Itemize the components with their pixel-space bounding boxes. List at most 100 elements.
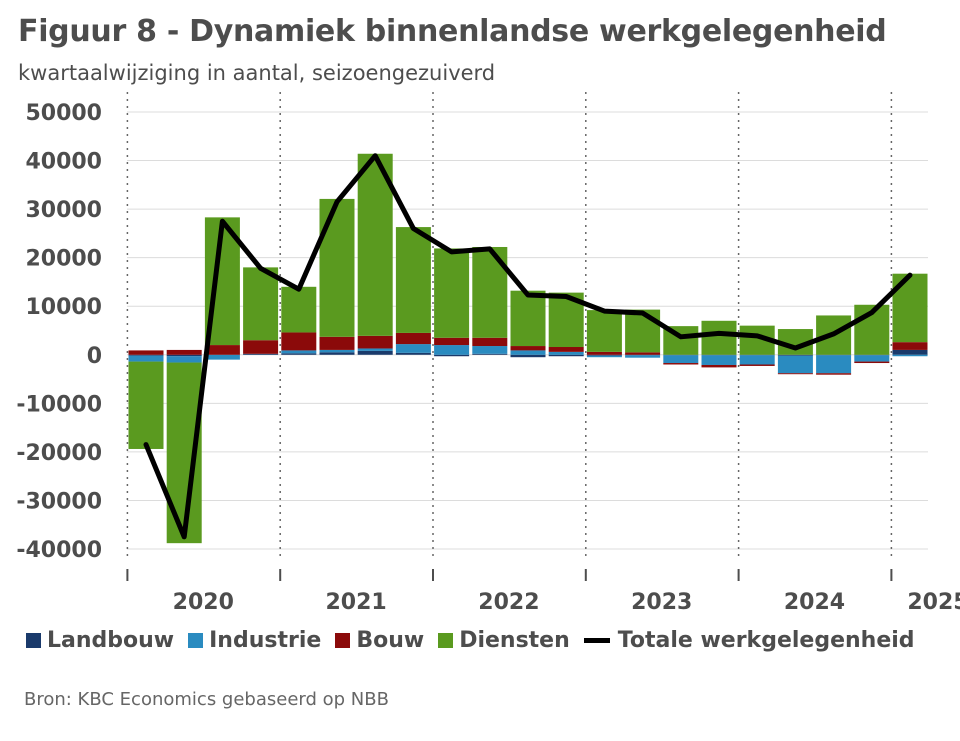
bar-landbouw — [854, 354, 890, 356]
legend-label-landbouw: Landbouw — [47, 628, 175, 653]
bar-industrie — [128, 355, 164, 362]
bar-landbouw — [548, 354, 584, 357]
bar-bouw — [243, 340, 279, 354]
bar-industrie — [357, 348, 393, 351]
bar-landbouw — [166, 354, 202, 357]
bar-industrie — [777, 355, 813, 374]
bar-industrie — [510, 350, 546, 355]
bar-industrie — [204, 354, 240, 360]
bar-bouw — [625, 352, 661, 355]
bar-bouw — [586, 351, 622, 355]
bar-diensten — [701, 320, 737, 355]
legend-swatch-bouw — [335, 633, 351, 648]
bar-industrie — [548, 351, 584, 355]
bar-industrie — [663, 355, 699, 364]
source-note: Bron: KBC Economics gebaseerd op NBB — [24, 689, 389, 710]
bar-bouw — [472, 337, 508, 347]
legend-label-industrie: Industrie — [209, 628, 322, 653]
y-tick-label: 10000 — [25, 295, 102, 320]
bar-bouw — [319, 336, 355, 350]
bar-landbouw — [777, 354, 813, 356]
bar-bouw — [816, 373, 852, 375]
bar-diensten — [586, 310, 622, 352]
bar-bouw — [777, 373, 813, 375]
y-tick-label: 20000 — [25, 247, 102, 272]
bar-industrie — [319, 349, 355, 353]
x-tick-label: 2023 — [631, 590, 692, 615]
y-tick-label: -10000 — [16, 392, 102, 417]
bar-industrie — [892, 354, 928, 357]
bar-landbouw — [701, 354, 737, 356]
y-tick-label: -20000 — [16, 441, 102, 466]
bar-diensten — [243, 267, 279, 341]
bar-diensten — [625, 309, 661, 353]
bar-bouw — [357, 335, 393, 349]
bar-diensten — [128, 361, 164, 449]
bar-landbouw — [434, 354, 470, 357]
bar-bouw — [739, 364, 775, 366]
x-tick-label: 2020 — [173, 590, 234, 615]
y-tick-label: 30000 — [25, 198, 102, 223]
y-tick-label: 50000 — [25, 101, 102, 126]
legend-item-industrie: Industrie — [188, 628, 321, 653]
legend-item-diensten: Diensten — [438, 628, 570, 653]
bar-bouw — [510, 346, 546, 351]
x-tick-label: 2022 — [478, 590, 539, 615]
legend-item-bouw: Bouw — [335, 628, 424, 653]
bar-bouw — [395, 332, 431, 345]
bar-diensten — [357, 153, 393, 336]
bar-industrie — [472, 346, 508, 354]
bar-landbouw — [892, 349, 928, 355]
bar-bouw — [128, 350, 164, 355]
bar-landbouw — [395, 352, 431, 355]
bar-industrie — [395, 344, 431, 353]
bar-bouw — [434, 337, 470, 346]
legend-label-bouw: Bouw — [356, 628, 425, 653]
bar-bouw — [166, 349, 202, 355]
bar-landbouw — [243, 353, 279, 355]
y-tick-label: 0 — [87, 344, 102, 369]
legend-swatch-diensten — [438, 633, 454, 648]
bar-landbouw — [739, 354, 775, 356]
bar-industrie — [586, 355, 622, 358]
bar-landbouw — [663, 354, 699, 356]
legend-item-landbouw: Landbouw — [26, 628, 174, 653]
bar-landbouw — [510, 354, 546, 358]
bar-industrie — [166, 356, 202, 363]
bar-landbouw — [472, 353, 508, 355]
bar-diensten — [510, 290, 546, 347]
bar-landbouw — [586, 354, 622, 356]
bar-bouw — [281, 332, 317, 351]
legend-swatch-industrie — [188, 633, 204, 648]
bar-industrie — [854, 355, 890, 362]
bar-diensten — [319, 198, 355, 337]
bar-landbouw — [281, 353, 317, 355]
bar-bouw — [892, 342, 928, 350]
bar-diensten — [281, 286, 317, 333]
bar-landbouw — [816, 354, 852, 356]
bar-landbouw — [128, 354, 164, 356]
bar-bouw — [701, 364, 737, 368]
chart-title: Figuur 8 - Dynamiek binnenlandse werkgel… — [18, 14, 887, 49]
x-tick-label: 2021 — [325, 590, 386, 615]
chart-legend: Landbouw Industrie Bouw Diensten Totale … — [26, 628, 929, 653]
bar-industrie — [625, 355, 661, 358]
y-tick-label: -40000 — [16, 538, 102, 563]
bar-industrie — [701, 355, 737, 365]
bar-landbouw — [357, 350, 393, 355]
legend-item-totaal: Totale werkgelegenheid — [583, 628, 915, 653]
bar-bouw — [854, 361, 890, 364]
legend-swatch-landbouw — [26, 633, 41, 648]
bar-industrie — [816, 355, 852, 374]
x-tick-label: 2025 — [907, 590, 960, 615]
legend-swatch-totaal — [583, 638, 610, 643]
legend-label-totaal: Totale werkgelegenheid — [617, 628, 915, 653]
y-tick-label: 40000 — [25, 150, 102, 175]
bar-diensten — [395, 227, 431, 333]
bar-bouw — [663, 363, 699, 365]
bar-industrie — [434, 345, 470, 355]
bar-landbouw — [319, 352, 355, 355]
legend-label-diensten: Diensten — [459, 628, 570, 653]
bar-diensten — [434, 248, 470, 338]
